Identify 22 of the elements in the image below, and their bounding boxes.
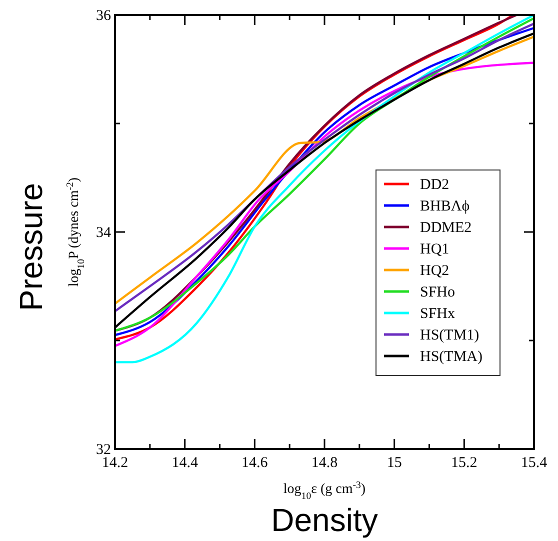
x-axis-title: log$_{10}$ε (g cm$^{-3}$) <box>283 480 366 502</box>
legend-label: HS(TM1) <box>420 328 480 344</box>
y-tick-label: 34 <box>96 225 112 241</box>
text: Density <box>271 502 378 538</box>
legend-label: SFHx <box>420 306 456 322</box>
x-tick-label: 14.8 <box>311 455 338 471</box>
legend-label: SFHo <box>420 284 456 300</box>
legend-label: DD2 <box>420 177 450 193</box>
x-tick-label: 15 <box>386 455 402 471</box>
y-tick-label: 32 <box>96 442 111 458</box>
x-tick-label: 14.6 <box>242 455 268 471</box>
x-tick-label: 15.4 <box>520 455 548 471</box>
legend-label: HQ2 <box>420 263 450 279</box>
legend-label: BHBΛϕ <box>420 198 470 214</box>
x-tick-label: 14.2 <box>102 455 128 471</box>
y-tick-label: 36 <box>96 8 112 24</box>
legend-label: DDME2 <box>420 220 472 236</box>
legend-label: HQ1 <box>420 242 450 258</box>
x-tick-label: 15.2 <box>451 455 478 471</box>
x-tick-label: 14.4 <box>172 455 198 471</box>
text: Pressure <box>13 182 49 312</box>
legend-label: HS(TMA) <box>420 349 482 365</box>
